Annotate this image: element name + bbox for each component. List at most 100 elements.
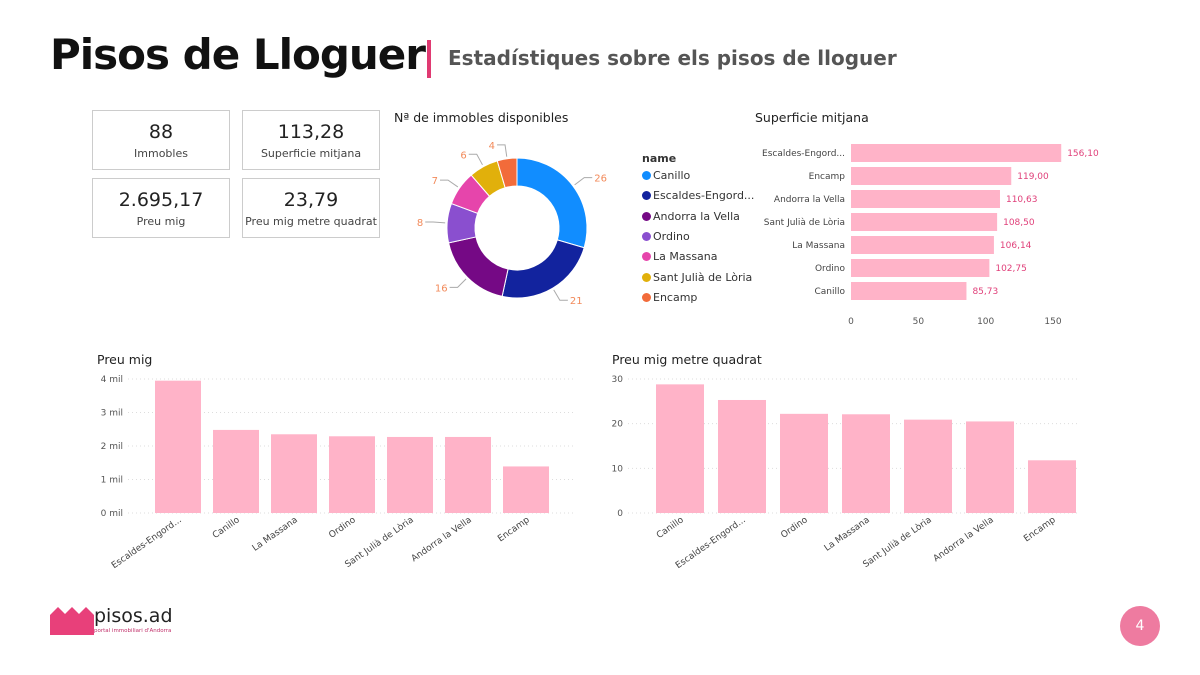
donut-title: Nª de immobles disponibles [394, 110, 569, 125]
donut-data-label: 7 [432, 176, 438, 187]
legend-dot-icon [642, 252, 651, 262]
x-category-label: La Massana [823, 515, 872, 553]
hbar-data-label: 106,14 [1000, 241, 1032, 251]
pisos-ad-logo: pisos.ad portal immobiliari d'Andorra [48, 603, 173, 641]
hbar-category-label: Andorra la Vella [774, 195, 845, 205]
legend-dot-icon [642, 191, 651, 201]
legend-dot-icon [642, 171, 651, 180]
page-subtitle: Estadístiques sobre els pisos de lloguer [448, 46, 897, 70]
bar [387, 436, 433, 513]
bar [1028, 460, 1076, 513]
x-category-label: Andorra la Vella [932, 515, 996, 564]
y-tick-label: 4 mil [101, 375, 123, 385]
bar [503, 466, 549, 513]
bar [842, 414, 890, 513]
kpi-card-preu-mig: 2.695,17 Preu mig [92, 178, 230, 238]
kpi-value: 88 [148, 121, 174, 143]
hbar-x-tick: 150 [1044, 317, 1061, 327]
legend-title: name [642, 152, 677, 165]
legend-dot-icon [642, 272, 651, 282]
leader-line [574, 177, 593, 186]
y-tick-label: 10 [612, 464, 624, 474]
y-tick-label: 1 mil [101, 476, 123, 486]
legend-label: Sant Julià de Lòria [653, 270, 753, 284]
kpi-label: Preu mig [136, 215, 186, 228]
hbar-title: Superficie mitjana [755, 110, 869, 125]
y-tick-label: 0 mil [101, 509, 123, 519]
legend-item: Andorra la Vella [642, 210, 740, 223]
kpi-label: Superficie mitjana [260, 147, 362, 160]
bar [780, 413, 828, 513]
leader-line [553, 289, 568, 301]
kpi-card-superficie: 113,28 Superficie mitjana [242, 110, 380, 170]
leader-line [468, 153, 483, 166]
x-category-label: Canillo [211, 515, 242, 541]
legend-dot-icon [642, 292, 651, 302]
hbar-x-tick: 0 [848, 317, 854, 327]
hbar-category-label: Canillo [814, 287, 845, 297]
leader-line [425, 221, 446, 224]
x-category-label: Ordino [327, 515, 358, 541]
legend-label: Ordino [653, 229, 690, 243]
x-category-label: Sant Julià de Lòria [861, 514, 934, 570]
x-category-label: Escaldes-Engord... [110, 515, 184, 571]
legend-item: Escaldes-Engord... [642, 189, 754, 202]
bar [904, 419, 952, 513]
bar [213, 429, 259, 513]
page-title: Pisos de Lloguer [50, 30, 426, 79]
page-number: 4 [1120, 606, 1160, 646]
x-category-label: La Massana [251, 515, 300, 553]
donut-data-label: 16 [435, 283, 448, 294]
kpi-value: 2.695,17 [118, 189, 204, 211]
bar [155, 380, 201, 513]
legend-label: Canillo [653, 169, 691, 182]
preu-mig-title: Preu mig [97, 352, 153, 367]
title-divider [427, 40, 431, 78]
legend-label: La Massana [653, 250, 718, 264]
kpi-value: 113,28 [277, 121, 345, 143]
bar [329, 436, 375, 513]
hbar-data-label: 156,10 [1067, 149, 1099, 159]
donut-data-label: 4 [489, 141, 495, 152]
donut-data-label: 21 [570, 296, 583, 307]
legend-item: La Massana [642, 250, 718, 263]
x-category-label: Ordino [779, 515, 810, 541]
bar [271, 434, 317, 513]
y-tick-label: 20 [612, 420, 624, 430]
donut-slice [496, 157, 518, 189]
hbar-x-tick: 100 [977, 317, 994, 327]
hbar-x-tick: 50 [913, 317, 925, 327]
legend-item: Sant Julià de Lòria [642, 271, 752, 284]
legend-item: Encamp [642, 291, 697, 304]
leader-line [440, 179, 459, 188]
hbar-category-label: Ordino [815, 264, 846, 274]
hbar-bar [851, 213, 998, 231]
x-category-label: Encamp [496, 515, 532, 544]
donut-data-label: 8 [417, 218, 423, 229]
hbar-category-label: Encamp [809, 172, 846, 182]
legend-dot-icon [642, 211, 651, 221]
y-tick-label: 3 mil [101, 409, 123, 419]
legend-label: Escaldes-Engord... [653, 189, 755, 203]
kpi-card-preu-m2: 23,79 Preu mig metre quadrat [242, 178, 380, 238]
donut-slice [501, 239, 585, 299]
x-category-label: Encamp [1022, 515, 1058, 544]
logo-text: pisos.ad [94, 605, 173, 627]
hbar-bar [851, 144, 1062, 162]
leader-line [497, 144, 508, 157]
donut-slice [516, 157, 588, 249]
hbar-data-label: 119,00 [1017, 172, 1049, 182]
kpi-label: Preu mig metre quadrat [245, 215, 377, 228]
legend-item: Ordino [642, 230, 690, 243]
hbar-category-label: La Massana [792, 241, 845, 251]
kpi-card-immobles: 88 Immobles [92, 110, 230, 170]
legend-label: Encamp [653, 290, 698, 304]
hbar-data-label: 110,63 [1006, 195, 1037, 205]
houses-logo-icon [50, 607, 94, 635]
hbar-data-label: 85,73 [972, 287, 998, 297]
leader-line [449, 278, 467, 288]
legend-label: Andorra la Vella [653, 209, 740, 223]
hbar-bar [851, 167, 1012, 185]
hbar-bar [851, 282, 967, 300]
